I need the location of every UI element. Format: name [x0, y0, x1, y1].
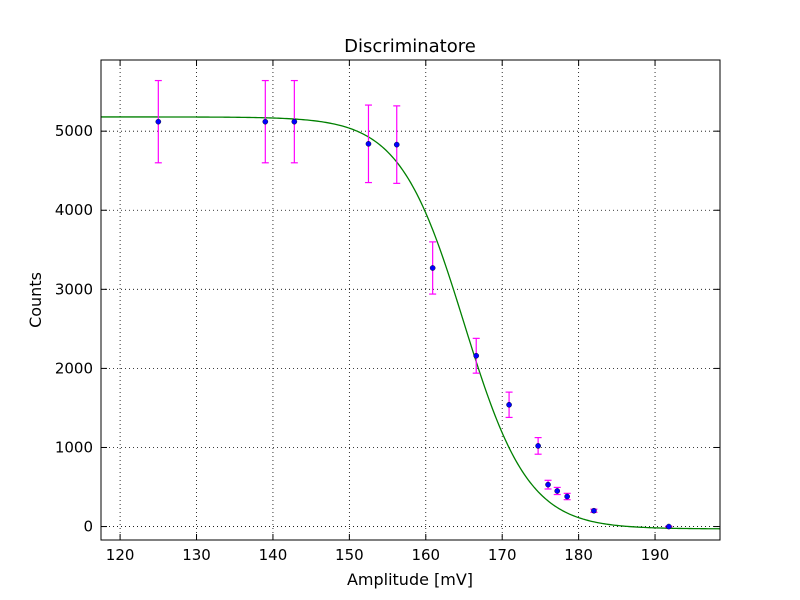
data-point — [545, 481, 551, 488]
data-point — [591, 507, 597, 514]
y-tick-label: 0 — [83, 518, 93, 536]
y-tick-label: 2000 — [55, 359, 93, 377]
data-point — [506, 401, 512, 408]
x-tick-label: 150 — [335, 546, 364, 564]
plot-frame — [100, 59, 721, 541]
y-axis-label: Counts — [26, 272, 45, 328]
x-tick-label: 180 — [564, 546, 593, 564]
data-point — [564, 493, 570, 500]
y-tick-label: 1000 — [55, 438, 93, 456]
data-point — [665, 523, 672, 530]
y-tick-label: 4000 — [55, 201, 93, 219]
data-point — [473, 352, 480, 359]
x-tick-label: 190 — [641, 546, 670, 564]
data-point — [535, 443, 541, 449]
data-points — [155, 118, 672, 530]
ticks: 120 130 140 150 160 170 180 190 0 1000 2000 3000 400… — [55, 60, 720, 564]
fit-curve-layer — [101, 116, 721, 530]
y-tick-label: 3000 — [55, 280, 93, 298]
data-point — [393, 141, 400, 148]
data-point — [155, 118, 162, 125]
fit-curve — [101, 116, 721, 530]
x-tick-label: 130 — [182, 546, 211, 564]
data-point — [365, 141, 372, 147]
x-tick-label: 170 — [488, 546, 517, 564]
chart-title: Discriminatore — [344, 36, 476, 57]
data-point — [429, 265, 436, 271]
x-tick-label: 160 — [411, 546, 440, 564]
x-tick-label: 140 — [259, 546, 288, 564]
data-point — [291, 118, 298, 125]
data-point — [262, 118, 269, 125]
x-tick-label: 120 — [106, 546, 135, 564]
y-tick-label: 5000 — [55, 122, 93, 140]
x-axis-label: Amplitude [mV] — [347, 570, 473, 589]
grid — [101, 60, 720, 540]
data-point — [554, 488, 561, 494]
